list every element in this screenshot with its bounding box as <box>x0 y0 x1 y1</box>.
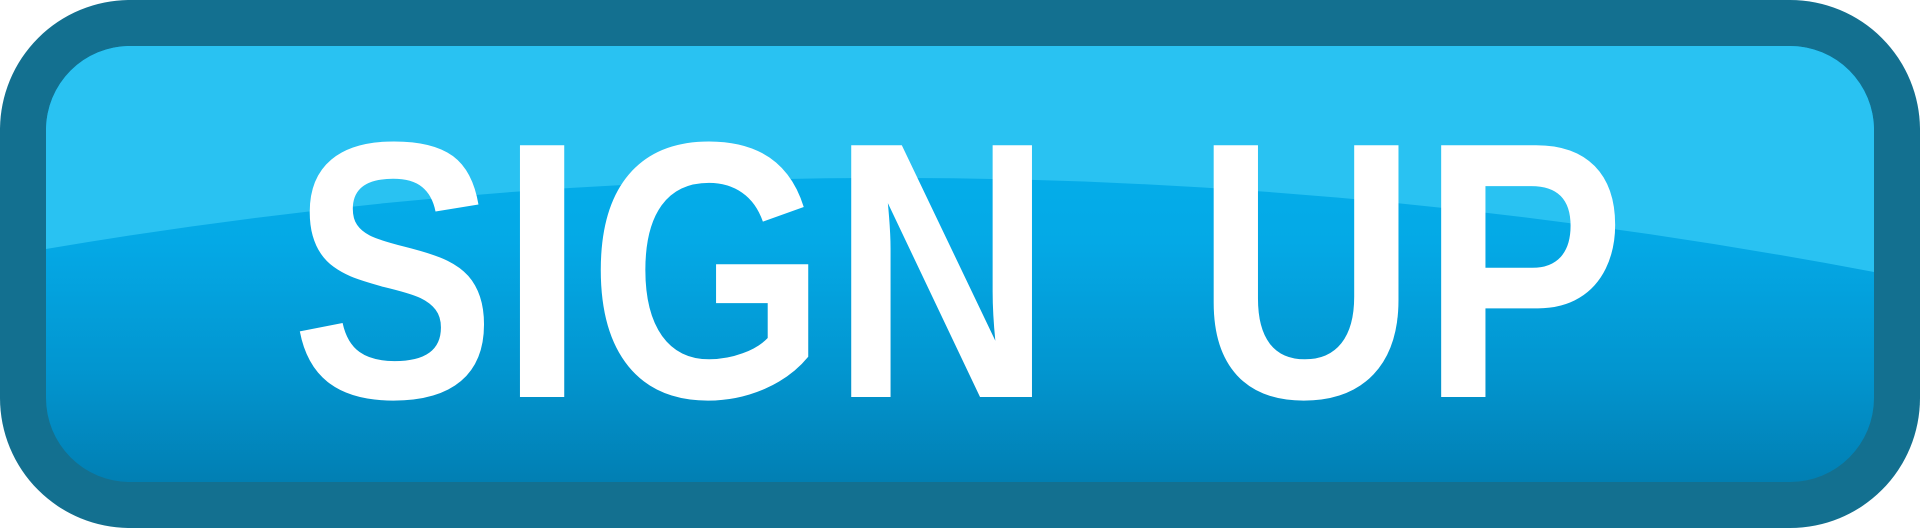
sign-up-button-label: SIGN UP <box>290 66 1630 475</box>
sign-up-button-face[interactable]: SIGN UP <box>46 46 1874 482</box>
